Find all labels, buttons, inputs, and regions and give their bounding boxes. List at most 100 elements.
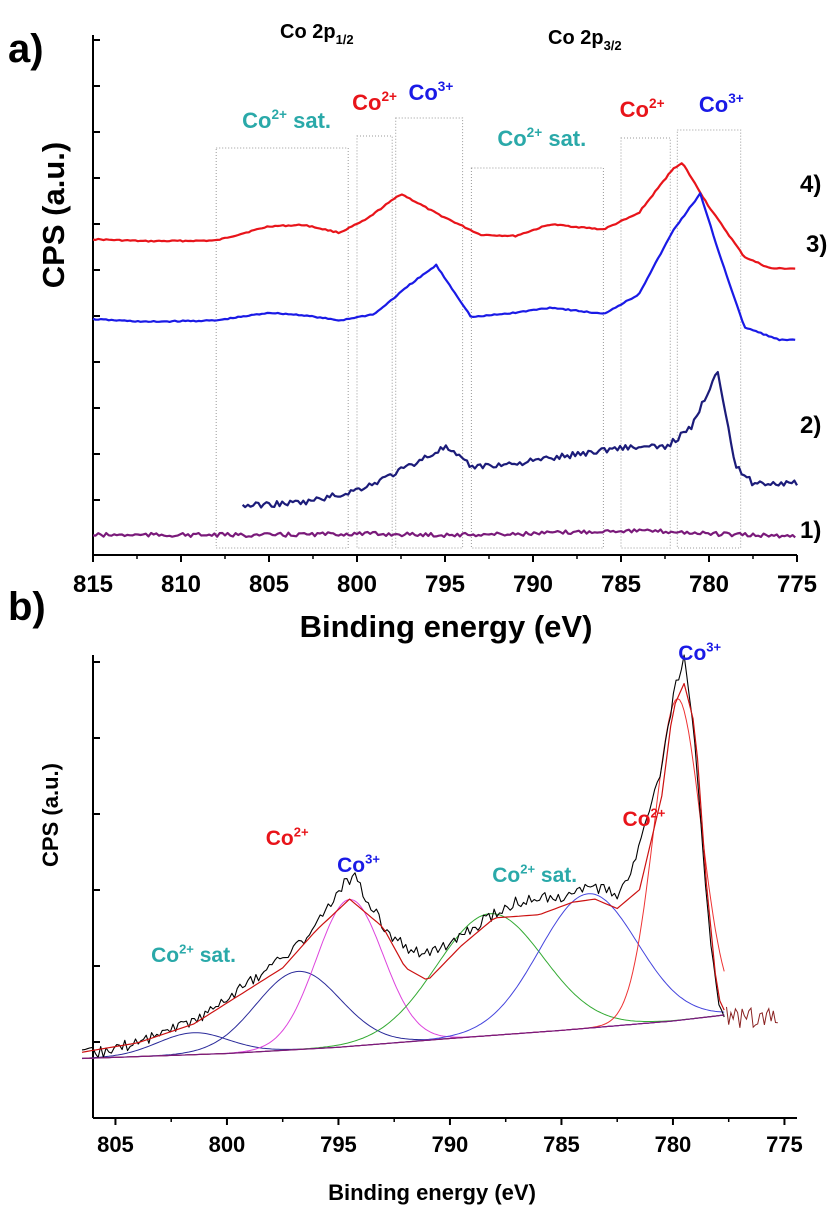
panel-b-fit-component-6 [81,698,725,1059]
panel-b-annotation-text: Co [337,854,365,877]
panel-b-x-tick-label: 800 [209,1132,246,1157]
panel-b-fit-component-2 [81,970,725,1059]
panel-a-series-2-line [92,192,796,342]
panel-b-x-tick-label: 805 [97,1132,134,1157]
panel-a-region-box [620,137,671,549]
panel-b-x-tick-label: 775 [766,1132,803,1157]
panel-a-annotation-sup: 2+ [271,107,287,122]
panel-b-annotation: Co3+ [337,852,380,877]
panel-a-letter: a) [8,27,44,71]
panel-a-x-ticks: 815 810 805 800 795 790 785 780 775 [73,555,817,598]
panel-b-annotation: Co2+ [266,825,309,850]
panel-a-region-box [676,129,742,549]
panel-b-annotation-sup: 2+ [179,942,194,957]
panel-a-series-label: 2) [800,412,821,439]
panel-a-y-label: CPS (a.u.) [36,142,71,288]
header-co-2p-1-2-main: Co 2p [280,21,336,43]
panel-a-annotation: Co3+ [699,91,744,117]
panel-a-region-box [395,117,464,549]
panel-a-annotation-sup: 2+ [381,89,397,104]
panel-b-spectrum-line [81,654,725,1059]
panel-b-y-ticks [93,661,100,1043]
panel-b-annotation-sup: 2+ [294,825,309,840]
panel-b-series [81,654,778,1060]
panel-a-x-tick-label: 815 [73,571,113,598]
header-co-2p-3-2-main: Co 2p [548,27,604,49]
panel-b-fit-component-4 [81,913,725,1059]
panel-a-annotation-sup: 2+ [527,125,543,140]
panel-b-annotation-text: Co [492,864,520,887]
panel-b-fit-component-3 [81,898,725,1059]
panel-a-annotation-text: Co [242,108,271,133]
panel-b-annotation-sup: 3+ [365,852,380,867]
panel-a-annotation-sup: 3+ [728,91,744,106]
panel-a-series-3-line [241,371,798,509]
panel-a-series-label: 3) [806,231,827,258]
header-co-2p-3-2-sub: 3/2 [604,38,622,53]
panel-b-annotations: Co2+ sat.Co2+Co3+Co2+ sat.Co2+Co3+ [151,640,721,967]
panel-b-annotation-sup: 3+ [706,640,721,655]
panel-a-peak-regions [215,117,742,549]
panel-b-letter: b) [8,585,46,629]
panel-b-annotation-suffix: sat. [535,864,577,887]
panel-b-x-tick-label: 780 [655,1132,692,1157]
panel-b-annotation: Co2+ [623,806,666,831]
panel-a-annotation-text: Co [620,97,649,122]
panel-a: a) Co 2p1/2 Co 2p3/2 815 810 805 800 795 790 7… [8,21,827,644]
panel-a-x-tick-label: 790 [513,571,553,598]
panel-a-annotations: Co2+ sat.Co2+ Co3+Co2+ sat.Co2+ Co3+ [242,79,744,151]
panel-a-annotation-suffix: sat. [287,108,331,133]
panel-a-annotation-text: Co [408,80,437,105]
panel-a-y-ticks [93,39,100,501]
panel-a-annotation-sup: 3+ [438,79,454,94]
panel-a-series-label: 4) [800,171,821,198]
panel-a-x-tick-label: 805 [249,571,289,598]
panel-a-region-box [356,135,393,549]
panel-b-x-ticks: 805 800 795 790 785 780 775 [97,1118,803,1157]
panel-b-annotation-text: Co [266,827,294,850]
panel-b-spectrum-tail [726,1006,778,1029]
panel-a-annotation-suffix: sat. [542,126,586,151]
panel-a-annotation-text: Co [497,126,526,151]
panel-b-envelope-line [81,682,725,1053]
header-co-2p-1-2-sub: 1/2 [336,32,354,47]
panel-b-fit-components [81,698,725,1059]
panel-a-annotation: Co2+ sat. [242,107,331,133]
panel-b-annotation-sup: 2+ [651,806,666,821]
panel-a-annotation-sup: 2+ [649,96,665,111]
panel-a-series-1-line [92,162,796,270]
panel-b-annotation-sup: 2+ [520,862,535,877]
panel-b-fit-component-5 [81,893,725,1059]
panel-b: b) 805 800 795 790 785 780 775 Co2+ sat.Co2+Co… [8,585,803,1205]
panel-a-x-label: Binding energy (eV) [300,609,593,644]
panel-a-annotation: Co2+ sat. [497,125,586,151]
panel-b-fit-component-1 [81,1014,725,1059]
panel-b-annotation: Co2+ sat. [492,862,577,887]
panel-b-annotation-suffix: sat. [194,944,236,967]
panel-a-x-tick-label: 800 [337,571,377,598]
panel-a-x-tick-label: 780 [689,571,729,598]
panel-b-annotation: Co3+ [678,640,721,665]
panel-b-background-line [81,1014,725,1060]
panel-a-series-labels: 4) 3) 2) 1) [800,171,827,544]
panel-a-series-label: 1) [800,517,821,544]
panel-a-x-tick-label: 785 [601,571,641,598]
panel-a-x-tick-label: 795 [425,571,465,598]
panel-a-annotation-text: Co [699,92,728,117]
header-co-2p-3-2: Co 2p3/2 [548,27,622,53]
panel-a-annotation-text: Co [352,90,381,115]
panel-b-x-tick-label: 790 [432,1132,469,1157]
panel-a-region-box [215,147,349,549]
panel-a-series [92,162,798,539]
header-co-2p-1-2: Co 2p1/2 [280,21,354,47]
panel-b-x-tick-label: 795 [320,1132,357,1157]
panel-b-x-tick-label: 785 [543,1132,580,1157]
panel-a-x-tick-label: 775 [777,571,817,598]
panel-a-series-4-line [92,528,796,539]
panel-b-annotation-text: Co [678,642,706,665]
panel-a-region-box [470,167,604,549]
panel-b-annotation-text: Co [623,808,651,831]
panel-a-annotation: Co3+ [408,79,453,105]
panel-a-annotation: Co2+ [620,96,665,122]
